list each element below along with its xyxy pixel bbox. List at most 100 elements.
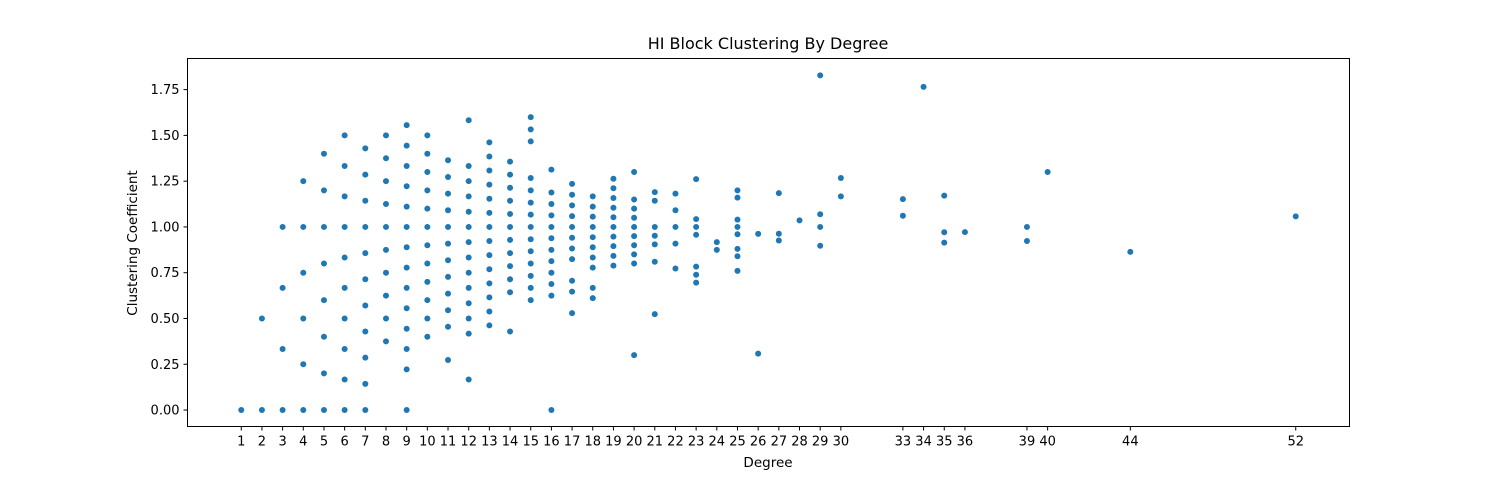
- data-point: [631, 352, 638, 359]
- x-tick-label: 20: [626, 435, 643, 450]
- data-point: [610, 204, 617, 211]
- data-point: [465, 239, 472, 246]
- x-tick-label: 39: [1019, 435, 1036, 450]
- data-point: [817, 211, 824, 218]
- data-point: [672, 207, 679, 214]
- data-point: [424, 187, 431, 194]
- data-point: [548, 281, 555, 288]
- x-tick-label: 33: [895, 435, 912, 450]
- data-point: [527, 223, 534, 230]
- data-point: [507, 210, 514, 217]
- data-point: [775, 190, 782, 197]
- data-point: [341, 132, 348, 139]
- x-tick-label: 16: [543, 435, 560, 450]
- x-tick-label: 5: [320, 435, 328, 450]
- data-point: [320, 370, 327, 377]
- data-point: [693, 279, 700, 286]
- data-point: [548, 201, 555, 208]
- data-point: [403, 162, 410, 169]
- data-point: [548, 212, 555, 219]
- data-point: [755, 350, 762, 357]
- data-point: [589, 254, 596, 261]
- y-tick-label: 0.50: [151, 312, 180, 327]
- data-point: [631, 214, 638, 221]
- data-point: [569, 256, 576, 263]
- data-point: [362, 145, 369, 152]
- data-point: [527, 284, 534, 291]
- data-point: [610, 252, 617, 259]
- data-point: [734, 187, 741, 194]
- data-point: [941, 239, 948, 246]
- data-point: [403, 142, 410, 149]
- data-point: [507, 328, 514, 335]
- data-point: [527, 260, 534, 267]
- data-point: [941, 229, 948, 236]
- x-tick-label: 8: [382, 435, 390, 450]
- data-point: [445, 190, 452, 197]
- data-point: [320, 223, 327, 230]
- data-point: [631, 242, 638, 249]
- data-point: [796, 217, 803, 224]
- data-point: [362, 171, 369, 178]
- data-point: [279, 407, 286, 414]
- data-point: [341, 407, 348, 414]
- data-point: [445, 357, 452, 364]
- data-point: [548, 235, 555, 242]
- data-point: [507, 263, 514, 270]
- data-point: [403, 407, 410, 414]
- data-point: [465, 269, 472, 276]
- data-point: [424, 333, 431, 340]
- data-point: [569, 234, 576, 241]
- data-point: [403, 284, 410, 291]
- data-point: [486, 252, 493, 259]
- data-point: [1023, 238, 1030, 245]
- x-tick-label: 2: [258, 435, 266, 450]
- y-axis-ticks: 0.00 0.25 0.50 0.75 1.00 1.25 1.50 1.75: [151, 83, 188, 419]
- data-point: [610, 243, 617, 250]
- x-tick-label: 10: [419, 435, 436, 450]
- data-point: [424, 150, 431, 157]
- data-point: [672, 265, 679, 272]
- data-point: [693, 216, 700, 223]
- data-point: [589, 213, 596, 220]
- data-point: [589, 244, 596, 251]
- data-point: [569, 180, 576, 187]
- data-point: [424, 260, 431, 267]
- x-tick-label: 36: [957, 435, 974, 450]
- x-tick-label: 14: [502, 435, 519, 450]
- data-point: [610, 262, 617, 269]
- data-point: [403, 223, 410, 230]
- data-point: [445, 207, 452, 214]
- data-point: [362, 354, 369, 361]
- data-point: [445, 240, 452, 247]
- data-point: [837, 193, 844, 200]
- data-point: [527, 126, 534, 133]
- data-point: [465, 376, 472, 383]
- data-point: [238, 407, 245, 414]
- data-point: [734, 267, 741, 274]
- data-point: [693, 176, 700, 183]
- data-point: [589, 264, 596, 271]
- data-point: [320, 150, 327, 157]
- data-point: [569, 202, 576, 209]
- data-point: [548, 223, 555, 230]
- data-point: [817, 223, 824, 230]
- data-point: [631, 223, 638, 230]
- data-point: [465, 193, 472, 200]
- x-tick-label: 34: [915, 435, 932, 450]
- data-point: [403, 122, 410, 129]
- data-point: [403, 346, 410, 353]
- x-tick-label: 7: [361, 435, 369, 450]
- data-point: [755, 230, 762, 237]
- data-point: [279, 284, 286, 291]
- data-point: [341, 193, 348, 200]
- data-point: [300, 407, 307, 414]
- data-points: [238, 72, 1299, 414]
- y-axis-label: Clustering Coefficient: [125, 170, 141, 315]
- data-point: [672, 223, 679, 230]
- data-point: [527, 211, 534, 218]
- data-point: [424, 132, 431, 139]
- data-point: [362, 380, 369, 387]
- data-point: [279, 346, 286, 353]
- data-point: [445, 307, 452, 314]
